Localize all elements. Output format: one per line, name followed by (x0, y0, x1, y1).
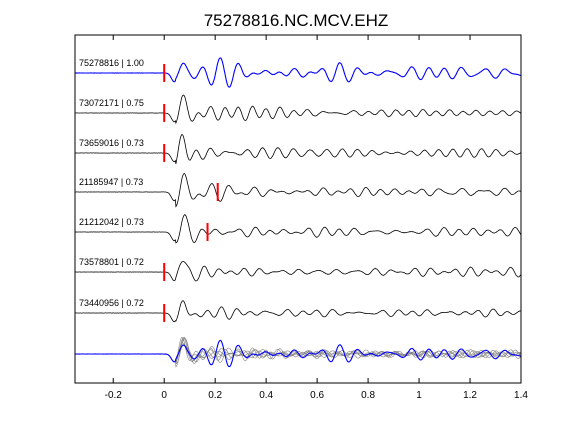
x-tick-label: 1.4 (514, 390, 528, 401)
overlay-reference-trace (74, 339, 521, 368)
trace-label-73072171: 73072171 | 0.75 (79, 98, 144, 108)
trace-line-73072171 (74, 94, 522, 125)
trace-label-21212042: 21212042 | 0.73 (79, 217, 144, 227)
trace-line-73578801 (75, 261, 522, 282)
trace-line-21185947 (74, 173, 522, 208)
x-tick-label: 1 (416, 390, 422, 401)
trace-labels: 75278816 | 1.00 73072171 | 0.75 73659016 |… (79, 58, 144, 308)
trace-label-75278816: 75278816 | 1.00 (79, 58, 144, 68)
x-tick-label: 0.4 (259, 390, 273, 401)
x-tick-label: 1.2 (463, 390, 477, 401)
plot-frame (74, 34, 522, 384)
trace-line-21212042 (74, 214, 522, 244)
stacked-overlay (74, 336, 522, 368)
trace-label-73578801: 73578801 | 0.72 (79, 257, 144, 267)
trace-line-73440956 (75, 300, 522, 323)
x-tick-label: 0.8 (361, 390, 375, 401)
trace-label-73659016: 73659016 | 0.73 (79, 138, 144, 148)
x-tick-label: -0.2 (105, 390, 123, 401)
trace-label-73440956: 73440956 | 0.72 (79, 298, 144, 308)
chart-title: 75278816.NC.MCV.EHZ (204, 11, 389, 30)
traces-layer (74, 57, 522, 323)
trace-label-21185947: 21185947 | 0.73 (79, 177, 143, 187)
x-axis: -0.2 0 0.2 0.4 0.6 0.8 1 1.2 1.4 (105, 35, 528, 401)
x-tick-label: 0 (161, 390, 167, 401)
trace-line-75278816 (74, 57, 522, 88)
x-tick-label: 0.6 (310, 390, 324, 401)
pick-markers (163, 64, 219, 322)
trace-line-73659016 (74, 134, 522, 164)
x-tick-label: 0.2 (208, 390, 222, 401)
